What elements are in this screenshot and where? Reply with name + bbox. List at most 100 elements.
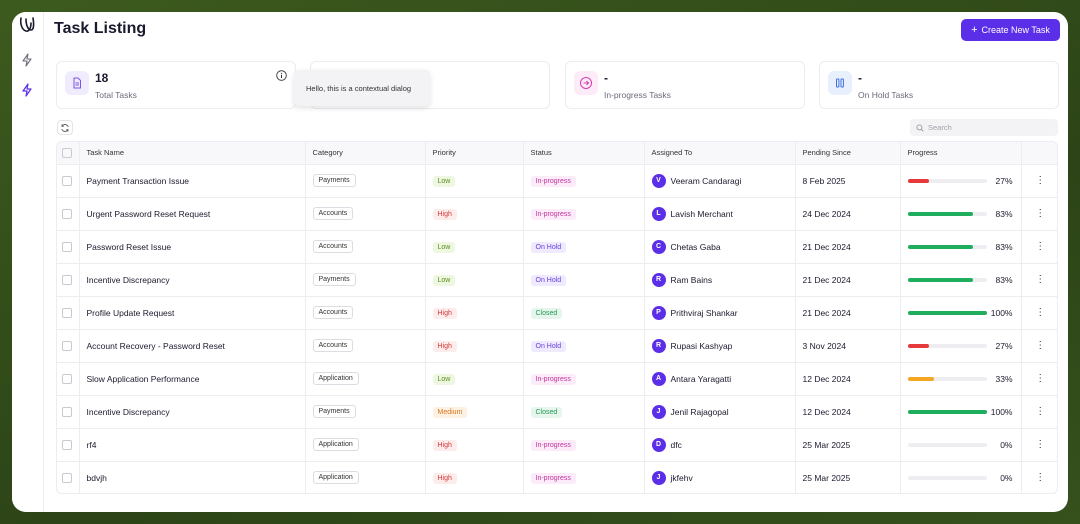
table-row[interactable]: Password Reset Issue Accounts Low On Hold C C…	[57, 230, 1057, 264]
document-icon	[65, 71, 89, 95]
row-checkbox[interactable]	[62, 439, 72, 450]
row-select-cell[interactable]	[57, 230, 80, 264]
row-select-cell[interactable]	[57, 395, 80, 429]
row-checkbox[interactable]	[62, 373, 72, 384]
table-row[interactable]: Slow Application Performance Application L…	[57, 362, 1057, 396]
page-title: Task Listing	[54, 20, 147, 37]
task-name-cell[interactable]: Slow Application Performance	[79, 362, 306, 396]
header-assigned-to[interactable]: Assigned To	[644, 142, 796, 165]
task-name-cell[interactable]: rf4	[79, 428, 306, 462]
header-progress[interactable]: Progress	[900, 142, 1022, 165]
progress-cell: 83%	[900, 263, 1022, 297]
row-actions-cell[interactable]: ⋮	[1021, 395, 1057, 429]
more-vertical-icon[interactable]: ⋮	[1035, 208, 1046, 219]
info-icon[interactable]	[276, 70, 287, 81]
row-actions-cell[interactable]: ⋮	[1021, 362, 1057, 396]
more-vertical-icon[interactable]: ⋮	[1035, 406, 1046, 417]
row-actions-cell[interactable]: ⋮	[1021, 197, 1057, 231]
row-select-cell[interactable]	[57, 164, 80, 198]
assignee-name: Jenil Rajagopal	[670, 406, 729, 417]
task-name-cell[interactable]: Incentive Discrepancy	[79, 395, 306, 429]
task-name-cell[interactable]: Account Recovery - Password Reset	[79, 329, 306, 363]
task-name-cell[interactable]: Urgent Password Reset Request	[79, 197, 306, 231]
more-vertical-icon[interactable]: ⋮	[1035, 307, 1046, 318]
more-vertical-icon[interactable]: ⋮	[1035, 439, 1046, 450]
lightning-active-icon[interactable]	[20, 83, 34, 97]
task-name-cell[interactable]: Payment Transaction Issue	[79, 164, 306, 198]
select-all-cell[interactable]	[57, 142, 80, 165]
row-actions-cell[interactable]: ⋮	[1021, 230, 1057, 264]
row-checkbox[interactable]	[62, 406, 72, 417]
row-checkbox[interactable]	[62, 208, 72, 219]
assignee-name: Antara Yaragatti	[670, 373, 732, 384]
header-task-name[interactable]: Task Name	[79, 142, 306, 165]
more-vertical-icon[interactable]: ⋮	[1035, 373, 1046, 384]
task-name-cell[interactable]: Incentive Discrepancy	[79, 263, 306, 297]
more-vertical-icon[interactable]: ⋮	[1035, 241, 1046, 252]
header-status[interactable]: Status	[523, 142, 645, 165]
header-category[interactable]: Category	[305, 142, 426, 165]
row-actions-cell[interactable]: ⋮	[1021, 329, 1057, 363]
assignee-cell: L Lavish Merchant	[644, 197, 796, 231]
header-priority[interactable]: Priority	[425, 142, 524, 165]
table-header-row: Task Name Category Priority Status Assig…	[57, 142, 1057, 165]
row-actions-cell[interactable]: ⋮	[1021, 263, 1057, 297]
row-checkbox[interactable]	[62, 473, 72, 484]
more-vertical-icon[interactable]: ⋮	[1035, 340, 1046, 351]
stat-value: -	[858, 71, 862, 85]
task-name-cell[interactable]: Profile Update Request	[79, 296, 306, 330]
avatar: V	[651, 173, 666, 188]
pending-since-cell: 21 Dec 2024	[795, 263, 901, 297]
search-input[interactable]	[928, 123, 1048, 132]
refresh-button[interactable]	[57, 120, 73, 135]
pending-since-cell: 8 Feb 2025	[795, 164, 901, 198]
row-actions-cell[interactable]: ⋮	[1021, 428, 1057, 462]
task-name-cell[interactable]: Password Reset Issue	[79, 230, 306, 264]
table-row[interactable]: Incentive Discrepancy Payments Medium Close…	[57, 395, 1057, 429]
table-row[interactable]: Account Recovery - Password Reset Account…	[57, 329, 1057, 363]
table-row[interactable]: Profile Update Request Accounts High Closed…	[57, 296, 1057, 330]
table-row[interactable]: Urgent Password Reset Request Accounts Hig…	[57, 197, 1057, 231]
more-vertical-icon[interactable]: ⋮	[1035, 274, 1046, 285]
app-logo[interactable]	[17, 15, 37, 35]
row-checkbox[interactable]	[62, 175, 72, 186]
table-row[interactable]: Incentive Discrepancy Payments Low On Hold R…	[57, 263, 1057, 297]
row-checkbox[interactable]	[62, 307, 72, 318]
row-checkbox[interactable]	[62, 340, 72, 351]
row-select-cell[interactable]	[57, 428, 80, 462]
category-pill: Payments	[312, 405, 356, 418]
row-actions-cell[interactable]: ⋮	[1021, 461, 1057, 493]
row-select-cell[interactable]	[57, 362, 80, 396]
row-checkbox[interactable]	[62, 241, 72, 252]
more-vertical-icon[interactable]: ⋮	[1035, 175, 1046, 186]
table-row[interactable]: Payment Transaction Issue Payments Low In-p…	[57, 164, 1057, 198]
header-pending-since[interactable]: Pending Since	[795, 142, 901, 165]
priority-cell: Low	[425, 362, 524, 396]
pending-since-cell: 25 Mar 2025	[795, 428, 901, 462]
row-select-cell[interactable]	[57, 461, 80, 493]
main-content: Task Listing + Create New Task 18 Total …	[44, 12, 1068, 512]
row-actions-cell[interactable]: ⋮	[1021, 296, 1057, 330]
status-badge: Closed	[530, 307, 563, 319]
lightning-icon[interactable]	[20, 53, 34, 67]
row-select-cell[interactable]	[57, 197, 80, 231]
priority-cell: High	[425, 197, 524, 231]
more-vertical-icon[interactable]: ⋮	[1035, 472, 1046, 484]
progress-fill	[907, 178, 929, 183]
row-select-cell[interactable]	[57, 263, 80, 297]
row-checkbox[interactable]	[62, 274, 72, 285]
progress-cell: 27%	[900, 164, 1022, 198]
pending-since-cell: 24 Dec 2024	[795, 197, 901, 231]
assignee-name: Chetas Gaba	[670, 241, 721, 252]
search-box[interactable]	[910, 119, 1058, 136]
create-new-task-button[interactable]: + Create New Task	[961, 19, 1060, 41]
assignee-cell: R Rupasi Kashyap	[644, 329, 796, 363]
row-actions-cell[interactable]: ⋮	[1021, 164, 1057, 198]
task-name-cell[interactable]: bdvjh	[79, 461, 306, 493]
row-select-cell[interactable]	[57, 329, 80, 363]
task-table: Task Name Category Priority Status Assig…	[56, 141, 1058, 494]
select-all-checkbox[interactable]	[62, 147, 72, 158]
row-select-cell[interactable]	[57, 296, 80, 330]
